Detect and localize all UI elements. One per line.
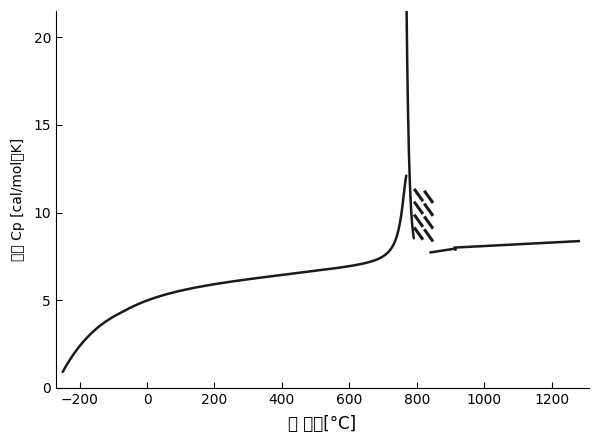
Y-axis label: 比熱 Cp [cal/mol・K]: 比熱 Cp [cal/mol・K] <box>11 138 25 261</box>
X-axis label: 温 度　[°C]: 温 度 [°C] <box>289 415 356 433</box>
